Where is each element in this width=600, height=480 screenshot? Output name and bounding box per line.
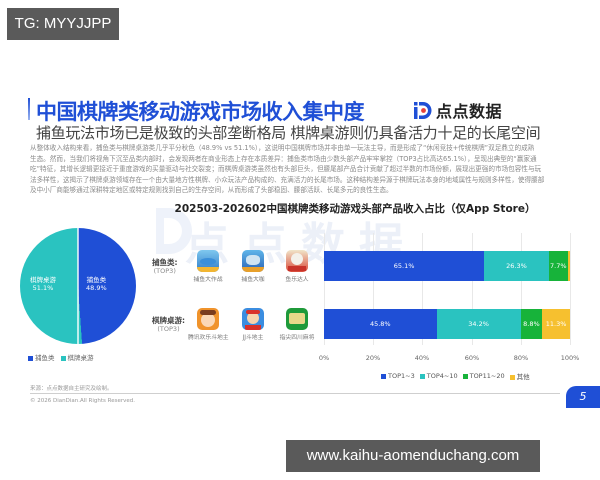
pie-chart: 捕鱼类 48.9% 棋牌桌游 51.1% [20, 228, 136, 344]
pie-label-fishing: 捕鱼类 48.9% [86, 276, 107, 292]
legend-item: 捕鱼类 [28, 352, 55, 362]
legend-item: 其他 [509, 371, 530, 381]
mahjong-icon [286, 308, 308, 330]
x-tick: 80% [513, 354, 529, 362]
bar-legend: TOP1~3 TOP4~10 TOP11~20 其他 [381, 371, 530, 381]
page-subtitle: 捕鱼玩法市场已是极致的头部垄断格局 棋牌桌游则仍具备活力十足的长尾空间 [36, 124, 541, 142]
pie-legend: 捕鱼类 棋牌桌游 [28, 352, 94, 362]
slide: 点点数据 中国棋牌类移动游戏市场收入集中度 捕鱼玩法市场已是极致的头部垄断格局 … [0, 88, 600, 418]
jj-doudizhu-icon [242, 308, 264, 330]
bar-fishing: 65.1% 26.3% 7.7% [324, 251, 570, 281]
x-tick: 0% [318, 354, 330, 362]
bar-segment-top11-20: 7.7% [548, 251, 568, 281]
x-tick: 40% [414, 354, 430, 362]
row-label-board: 棋牌桌游: (TOP3) [152, 316, 185, 333]
row-label-fishing: 捕鱼类: (TOP3) [152, 258, 178, 275]
diandian-logo-icon [414, 100, 432, 120]
body-line: 生态。然而，当我们将视角下沉至品类内部时，会发现两者在商业形态上存在本质差异：捕… [30, 154, 537, 163]
copyright: © 2026 DianDian.All Rights Reserved. [30, 398, 135, 404]
bar-segment-top4-10: 26.3% [484, 251, 549, 281]
app-tile: 腾讯欢乐斗地主 [188, 308, 229, 341]
body-line: 吃”特征，其增长逻辑更接近于重度游戏的买量驱动与社交裂变；而棋牌桌游类虽然也有头… [30, 165, 542, 173]
brand-logo: 点点数据 [414, 98, 502, 122]
page-title: 中国棋牌类移动游戏市场收入集中度 [36, 100, 365, 124]
bar-segment-other: 11.3% [542, 309, 570, 339]
footer-divider [30, 393, 560, 394]
app-tile: 指尖四川麻将 [277, 308, 317, 341]
x-tick: 20% [365, 354, 381, 362]
fish-master-icon [286, 250, 308, 272]
bar-segment-top11-20: 8.8% [520, 309, 543, 339]
body-line: 及中小厂商能够通过深耕特定地区或特定规则找到自己的生存空间，从而形成了头部稳固、… [30, 186, 393, 194]
x-tick: 100% [560, 354, 580, 362]
background-logo-mark [156, 208, 192, 254]
title-accent-bar [28, 98, 30, 120]
app-tile: JJ斗地主 [233, 308, 273, 341]
page-number: 5 [566, 386, 600, 408]
body-line: 从整体收入结构来看，捕鱼类与棋牌桌游类几乎平分秋色（48.9% vs 51.1%… [30, 144, 535, 152]
x-tick: 60% [464, 354, 480, 362]
watermark-tag: TG: MYYJJPP [7, 8, 119, 40]
bar-board: 45.8% 34.2% 8.8% 11.3% [324, 309, 570, 339]
fish-game-icon [197, 250, 219, 272]
bar-segment-top1-3: 45.8% [324, 309, 437, 339]
watermark-url: www.kaihu-aomenduchang.com [286, 440, 540, 472]
source-note: 来源：点点数据自主研究及绘制。 [30, 386, 113, 392]
app-tile: 捕鱼大作战 [188, 250, 228, 283]
legend-item: TOP4~10 [419, 372, 458, 380]
legend-item: 棋牌桌游 [60, 352, 94, 362]
doudizhu-icon [197, 308, 219, 330]
logo-text: 点点数据 [436, 102, 503, 121]
app-tile: 鱼乐达人 [277, 250, 317, 283]
bar-segment-top1-3: 65.1% [324, 251, 485, 281]
body-paragraph: 从整体收入结构来看，捕鱼类与棋牌桌游类几乎平分秋色（48.9% vs 51.1%… [30, 143, 578, 196]
app-tile: 捕鱼大咖 [233, 250, 273, 283]
chart-title: 202503-202602中国棋牌类移动游戏头部产品收入占比（仅App Stor… [174, 203, 536, 215]
pie-label-board: 棋牌桌游 51.1% [30, 276, 56, 292]
legend-item: TOP1~3 [381, 372, 415, 380]
legend-item: TOP11~20 [462, 372, 505, 380]
shark-game-icon [242, 250, 264, 272]
body-line: 法多样性，这揭示了棋牌桌游领域存在一个由大量地方性棋牌、小众玩法产品构成的、充满… [30, 175, 545, 184]
bar-segment-top4-10: 34.2% [436, 309, 521, 339]
bar-segment-other [567, 251, 570, 281]
pie-circle: 捕鱼类 48.9% 棋牌桌游 51.1% [20, 228, 136, 344]
stacked-bar-chart: 65.1% 26.3% 7.7% 45.8% 34.2% 8.8% 11.3% … [319, 233, 579, 362]
